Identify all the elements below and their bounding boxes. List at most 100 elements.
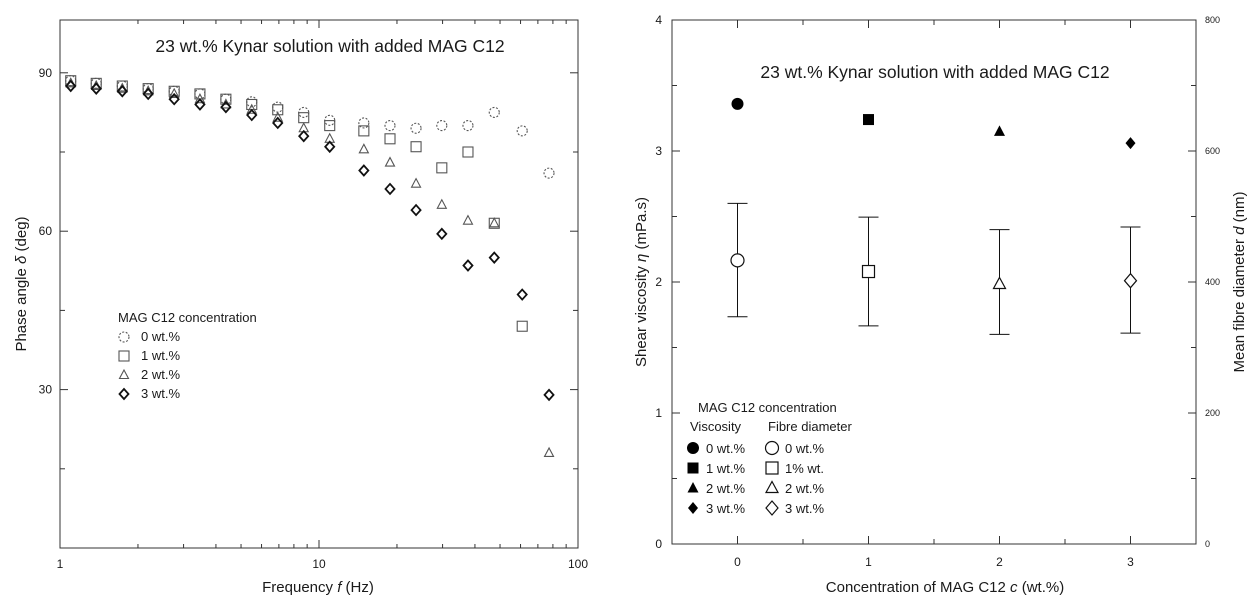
left-legend-marker xyxy=(118,331,130,343)
left-point-2wt xyxy=(384,156,396,167)
left-point-3wt xyxy=(410,203,422,217)
left-x-tick-label: 100 xyxy=(568,557,588,571)
left-point-3wt xyxy=(516,288,528,301)
right-legend-viscosity-label: 2 wt.% xyxy=(706,481,745,496)
left-point-1wt xyxy=(410,141,422,153)
viscosity-point xyxy=(863,114,874,126)
left-point-0wt xyxy=(384,120,396,132)
right-x-tick-label: 1 xyxy=(865,555,872,569)
right-y-tick-label: 4 xyxy=(655,13,662,27)
right-legend-col1: Viscosity xyxy=(690,419,742,434)
left-legend-label: 1 wt.% xyxy=(141,348,180,363)
right-y-tick-label: 3 xyxy=(655,144,662,158)
left-legend-marker xyxy=(118,350,130,362)
left-point-3wt xyxy=(324,140,336,154)
left-point-2wt xyxy=(488,217,500,228)
left-point-1wt xyxy=(116,80,128,92)
viscosity-point xyxy=(1125,137,1136,150)
left-axis-ticks: 30 60 90 1 10 100 xyxy=(39,20,588,571)
left-point-1wt xyxy=(324,120,336,132)
left-x-tick-label: 1 xyxy=(57,557,64,571)
right-y-tick-label: 0 xyxy=(655,537,662,551)
left-point-3wt xyxy=(194,98,206,111)
right-plot-frame xyxy=(671,19,1197,545)
left-point-3wt xyxy=(488,251,500,264)
right-axis-ticks: 0 1 2 3 4 0 200 400 600 800 0 1 2 3 xyxy=(655,13,1220,569)
right-legend-diameter-marker xyxy=(764,480,780,494)
fibre-diameter-point xyxy=(730,253,745,268)
left-point-1wt xyxy=(272,104,284,116)
right-y-tick-label: 2 xyxy=(655,275,662,289)
left-point-0wt xyxy=(462,120,474,132)
left-point-3wt xyxy=(358,164,370,177)
left-point-3wt xyxy=(436,227,448,241)
right-legend-viscosity-marker xyxy=(688,502,698,514)
left-legend-label: 0 wt.% xyxy=(141,329,180,344)
right-y2-tick-label: 400 xyxy=(1205,277,1220,287)
right-y-axis-label: Shear viscosity η (mPa.s) xyxy=(633,197,650,367)
right-y2-axis-label: Mean fibre diameter d (nm) xyxy=(1231,192,1248,373)
right-y-tick-label: 1 xyxy=(655,406,662,420)
left-point-2wt xyxy=(168,87,180,98)
right-x-tick-label: 2 xyxy=(996,555,1003,569)
left-point-2wt xyxy=(358,143,370,154)
left-legend-label: 3 wt.% xyxy=(141,386,180,401)
left-legend-marker xyxy=(118,387,130,401)
right-y2-tick-label: 600 xyxy=(1205,146,1220,156)
left-point-3wt xyxy=(220,100,232,114)
left-data-points xyxy=(65,75,555,458)
left-point-2wt xyxy=(194,93,206,104)
left-y-tick-label: 90 xyxy=(39,66,53,80)
left-point-3wt xyxy=(298,129,310,143)
left-point-1wt xyxy=(90,77,102,89)
right-x-axis-label: Concentration of MAG C12 c (wt.%) xyxy=(826,579,1064,596)
left-point-1wt xyxy=(168,85,180,97)
left-point-1wt xyxy=(142,83,154,95)
left-point-3wt xyxy=(272,116,284,130)
left-point-3wt xyxy=(142,87,154,101)
left-legend-marker xyxy=(118,368,130,380)
left-point-2wt xyxy=(410,177,422,188)
fibre-diameter-point xyxy=(861,264,876,279)
viscosity-diameter-chart: 0 1 2 3 4 0 200 400 600 800 0 1 2 3 23 wt.% Kynar sol… xyxy=(633,13,1248,596)
left-point-3wt xyxy=(65,79,77,93)
left-point-0wt xyxy=(488,106,500,118)
right-legend-title: MAG C12 concentration xyxy=(698,400,837,415)
right-legend-col2: Fibre diameter xyxy=(768,419,852,434)
left-chart-title: 23 wt.% Kynar solution with added MAG C1… xyxy=(155,36,504,56)
viscosity-point xyxy=(731,97,744,110)
right-legend-viscosity-marker xyxy=(687,442,699,454)
left-point-1wt xyxy=(436,162,448,174)
right-legend-viscosity-label: 3 wt.% xyxy=(706,501,745,516)
right-legend-diameter-label: 0 wt.% xyxy=(785,441,824,456)
right-chart-title: 23 wt.% Kynar solution with added MAG C1… xyxy=(760,62,1109,82)
left-point-2wt xyxy=(436,198,448,209)
fibre-diameter-point xyxy=(992,276,1007,290)
left-point-0wt xyxy=(436,120,448,132)
left-legend-title: MAG C12 concentration xyxy=(118,310,257,325)
left-point-2wt xyxy=(462,214,474,225)
left-point-0wt xyxy=(410,122,422,134)
right-legend-diameter-marker xyxy=(765,461,779,475)
right-y2-tick-label: 800 xyxy=(1205,15,1220,25)
right-legend-diameter-label: 1% wt. xyxy=(785,461,824,476)
right-legend-viscosity-marker xyxy=(687,482,699,493)
phase-angle-chart: 30 60 90 1 10 100 23 wt.% Kynar solution with… xyxy=(13,19,588,596)
left-point-2wt xyxy=(543,446,555,458)
right-legend-diameter-label: 2 wt.% xyxy=(785,481,824,496)
left-point-3wt xyxy=(90,82,102,95)
right-legend-viscosity-label: 0 wt.% xyxy=(706,441,745,456)
left-legend: MAG C12 concentration 0 wt.% 1 wt.% 2 wt.%… xyxy=(118,310,257,401)
right-data-points xyxy=(727,97,1141,335)
left-y-tick-label: 30 xyxy=(39,383,53,397)
left-point-3wt xyxy=(246,108,258,122)
fibre-diameter-point xyxy=(1123,272,1138,289)
right-legend-diameter-label: 3 wt.% xyxy=(785,501,824,516)
left-point-1wt xyxy=(384,133,396,145)
left-point-1wt xyxy=(65,75,77,87)
left-plot-frame xyxy=(59,19,579,549)
left-x-axis-label: Frequency f (Hz) xyxy=(262,579,374,596)
left-x-tick-label: 10 xyxy=(312,557,326,571)
left-point-0wt xyxy=(358,117,370,129)
